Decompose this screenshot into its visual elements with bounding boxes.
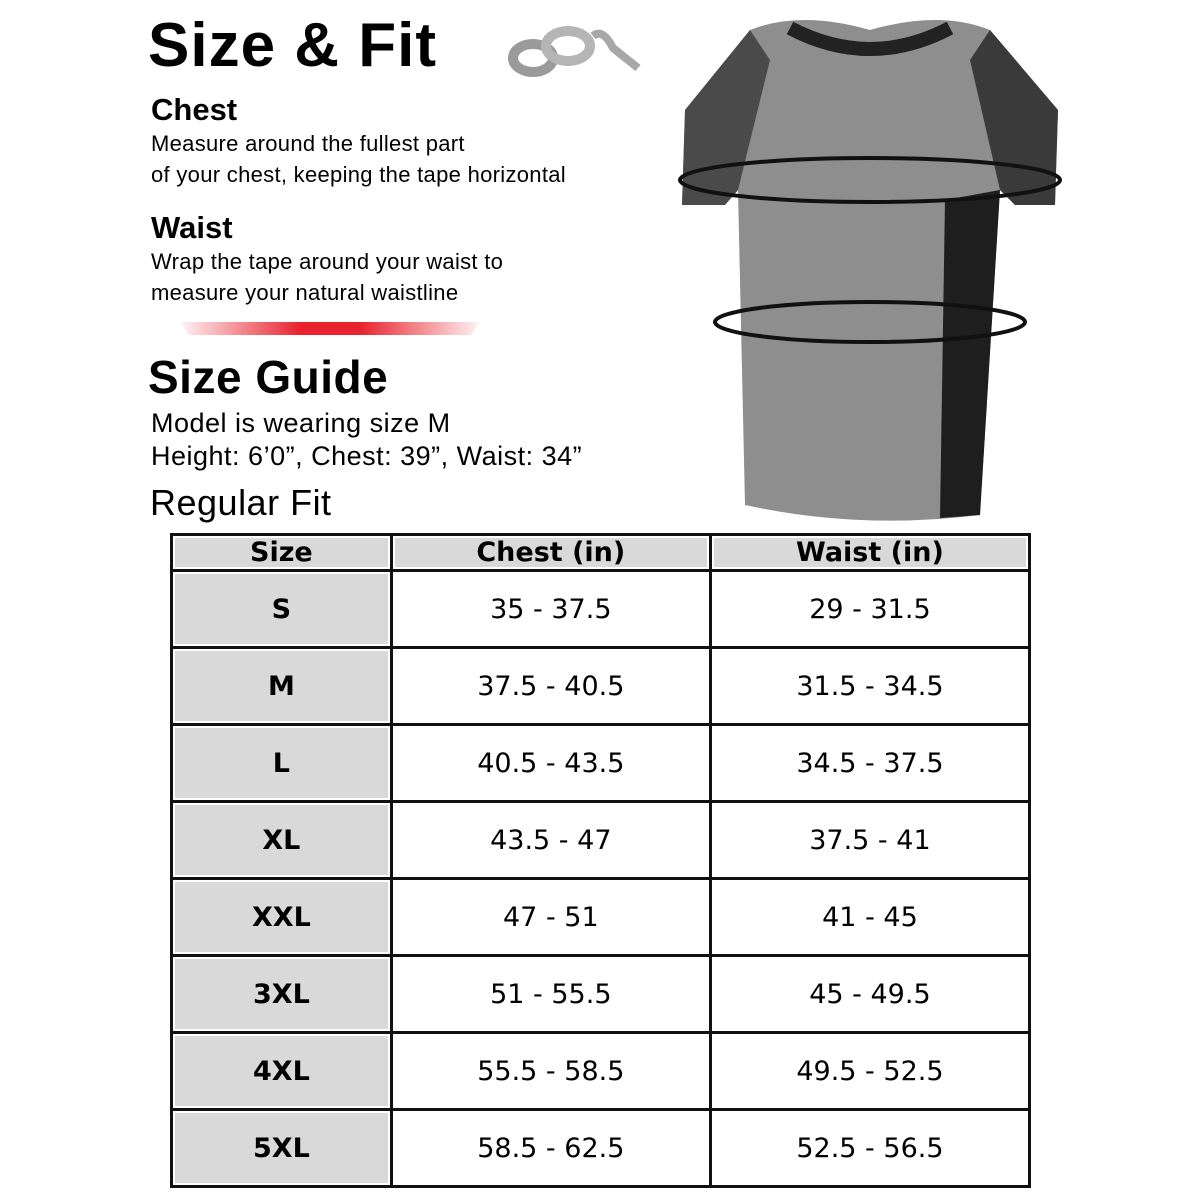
waist-instruction-line2: measure your natural waistline	[151, 280, 459, 305]
model-size-note: Model is wearing size M	[151, 408, 451, 438]
cell-waist: 37.5 - 41	[708, 800, 1032, 880]
cell-chest: 40.5 - 43.5	[389, 723, 712, 803]
table-row: 4XL 55.5 - 58.5 49.5 - 52.5	[170, 1031, 1032, 1111]
cell-waist: 34.5 - 37.5	[708, 723, 1032, 803]
table-row: 3XL 51 - 55.5 45 - 49.5	[170, 954, 1032, 1034]
header-size: Size	[170, 533, 393, 572]
cell-size: M	[170, 646, 393, 726]
cell-waist: 31.5 - 34.5	[708, 646, 1032, 726]
cell-size: XXL	[170, 877, 393, 957]
waist-measure-loop	[713, 300, 1027, 344]
cell-chest: 47 - 51	[389, 877, 712, 957]
cell-chest: 51 - 55.5	[389, 954, 712, 1034]
cell-waist: 41 - 45	[708, 877, 1032, 957]
cell-chest: 35 - 37.5	[389, 569, 712, 649]
page-title: Size & Fit	[148, 11, 438, 80]
header-waist: Waist (in)	[708, 533, 1032, 572]
cell-chest: 37.5 - 40.5	[389, 646, 712, 726]
table-row: S 35 - 37.5 29 - 31.5	[170, 569, 1032, 649]
waist-instruction-line1: Wrap the tape around your waist to	[151, 249, 504, 274]
chest-instruction-line1: Measure around the fullest part	[151, 131, 465, 156]
model-measurements: Height: 6’0”, Chest: 39”, Waist: 34”	[151, 441, 583, 471]
table-row: XL 43.5 - 47 37.5 - 41	[170, 800, 1032, 880]
table-row: M 37.5 - 40.5 31.5 - 34.5	[170, 646, 1032, 726]
fit-type: Regular Fit	[150, 482, 332, 523]
table-row: XXL 47 - 51 41 - 45	[170, 877, 1032, 957]
size-guide-heading: Size Guide	[148, 351, 389, 403]
cell-size: 3XL	[170, 954, 393, 1034]
accent-divider	[180, 322, 480, 335]
tshirt-image	[678, 20, 1062, 521]
measuring-tape-icon	[508, 26, 641, 77]
chest-instruction-line2: of your chest, keeping the tape horizont…	[151, 162, 566, 187]
cell-waist: 52.5 - 56.5	[708, 1108, 1032, 1188]
size-chart-table: Size Chest (in) Waist (in) S 35 - 37.5 29 …	[170, 533, 1032, 1188]
chest-heading: Chest	[151, 92, 238, 127]
cell-size: 4XL	[170, 1031, 393, 1111]
chest-measure-loop	[678, 156, 1062, 204]
table-header-row: Size Chest (in) Waist (in)	[170, 533, 1032, 572]
header-chest: Chest (in)	[389, 533, 712, 572]
cell-size: 5XL	[170, 1108, 393, 1188]
table-row: 5XL 58.5 - 62.5 52.5 - 56.5	[170, 1108, 1032, 1188]
cell-waist: 49.5 - 52.5	[708, 1031, 1032, 1111]
cell-chest: 58.5 - 62.5	[389, 1108, 712, 1188]
cell-waist: 45 - 49.5	[708, 954, 1032, 1034]
table-row: L 40.5 - 43.5 34.5 - 37.5	[170, 723, 1032, 803]
cell-size: L	[170, 723, 393, 803]
cell-size: S	[170, 569, 393, 649]
cell-waist: 29 - 31.5	[708, 569, 1032, 649]
cell-chest: 43.5 - 47	[389, 800, 712, 880]
waist-heading: Waist	[151, 210, 233, 245]
cell-chest: 55.5 - 58.5	[389, 1031, 712, 1111]
cell-size: XL	[170, 800, 393, 880]
